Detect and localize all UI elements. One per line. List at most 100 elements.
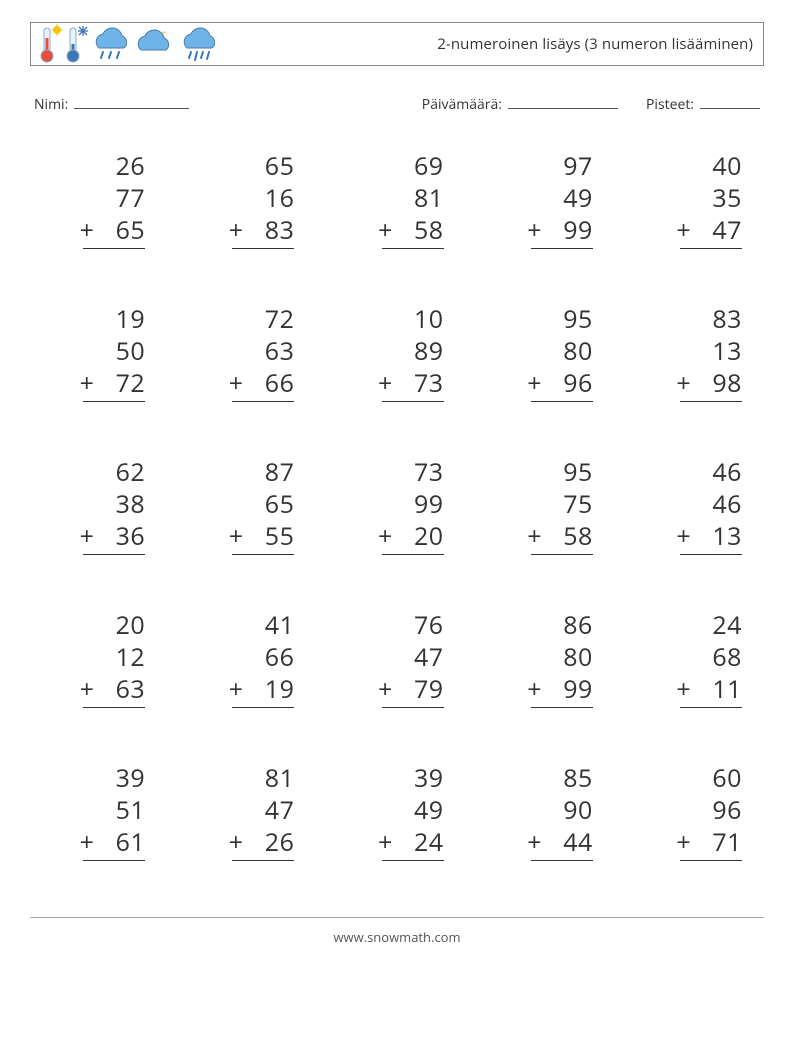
addend-3-value: 65 [116,213,146,247]
addend-3-value: 26 [265,825,295,859]
addend-2: 77 [116,182,146,214]
addend-3-value: 20 [414,519,444,553]
addend-3-value: 58 [414,213,444,247]
addend-3: +71 [712,826,742,858]
plus-sign: + [80,520,95,552]
addend-3-value: 99 [563,213,593,247]
problem: 4646+13 [649,456,742,555]
sum-line [382,860,444,861]
problem: 2012 +63 [52,609,145,708]
problem: 8147+26 [201,762,294,861]
addend-3-value: 24 [414,825,444,859]
addend-1: 87 [265,456,295,488]
addend-3: +73 [414,367,444,399]
addend-3: +13 [712,520,742,552]
addend-3: +66 [265,367,295,399]
sum-line [83,248,145,249]
problem: 6238+36 [52,456,145,555]
problem: 3951+61 [52,762,145,861]
addend-3-value: 19 [265,672,295,706]
sum-line [680,554,742,555]
sum-line [531,707,593,708]
addend-2: 75 [563,488,593,520]
addend-1: 26 [116,150,146,182]
plus-sign: + [229,367,244,399]
problem: 8765+55 [201,456,294,555]
sum-line [83,707,145,708]
plus-sign: + [378,520,393,552]
cloud-moon-icon [133,26,177,64]
addend-3: +55 [265,520,295,552]
plus-sign: + [229,673,244,705]
addend-3: +58 [414,214,444,246]
addend-1: 72 [265,303,295,335]
addend-3-value: 36 [116,519,146,553]
plus-sign: + [527,673,542,705]
addend-2: 49 [414,794,444,826]
addend-1: 73 [414,456,444,488]
addend-2: 96 [712,794,742,826]
addend-2: 47 [265,794,295,826]
plus-sign: + [80,673,95,705]
addend-2: 49 [563,182,593,214]
addend-2: 47 [414,641,444,673]
problem: 2468+11 [649,609,742,708]
date-blank[interactable] [508,94,618,109]
plus-sign: + [229,520,244,552]
problem: 8680+99 [500,609,593,708]
plus-sign: + [676,214,691,246]
date-label: Päivämäärä: [422,95,502,114]
plus-sign: + [527,214,542,246]
plus-sign: + [378,826,393,858]
plus-sign: + [80,826,95,858]
header-box: 2-numeroinen lisäys (3 numeron lisäämine… [30,22,764,66]
addend-2: 63 [265,335,295,367]
addend-1: 20 [116,609,146,641]
sum-line [382,401,444,402]
addend-1: 24 [712,609,742,641]
addend-2: 65 [265,488,295,520]
addend-2: 51 [116,794,146,826]
addend-2: 50 [116,335,146,367]
addend-1: 76 [414,609,444,641]
addend-3-value: 72 [116,366,146,400]
addend-3: +72 [116,367,146,399]
addend-3: +20 [414,520,444,552]
addend-1: 95 [563,303,593,335]
addend-3-value: 96 [563,366,593,400]
problem: 7399+20 [350,456,443,555]
addend-1: 41 [265,609,295,641]
sum-line [531,554,593,555]
addend-2: 89 [414,335,444,367]
addend-1: 65 [265,150,295,182]
plus-sign: + [527,367,542,399]
sum-line [680,860,742,861]
name-blank[interactable] [74,94,189,109]
cloud-rain2-icon [177,26,221,64]
plus-sign: + [676,826,691,858]
worksheet-title: 2-numeroinen lisäys (3 numeron lisäämine… [437,34,753,54]
problem: 7647+79 [350,609,443,708]
plus-sign: + [378,214,393,246]
addend-2: 68 [712,641,742,673]
plus-sign: + [527,520,542,552]
plus-sign: + [378,673,393,705]
score-label: Pisteet: [646,95,694,114]
addend-3-value: 63 [116,672,146,706]
addend-3-value: 58 [563,519,593,553]
footer-rule [30,917,764,918]
sum-line [232,707,294,708]
addend-3: +65 [116,214,146,246]
addend-1: 19 [116,303,146,335]
plus-sign: + [229,214,244,246]
score-blank[interactable] [700,94,760,109]
addend-1: 83 [712,303,742,335]
addend-1: 85 [563,762,593,794]
addend-3-value: 99 [563,672,593,706]
addend-3: +83 [265,214,295,246]
plus-sign: + [676,367,691,399]
addend-2: 12 [116,641,146,673]
addend-3: +58 [563,520,593,552]
addend-3-value: 11 [712,672,742,706]
addend-2: 38 [116,488,146,520]
